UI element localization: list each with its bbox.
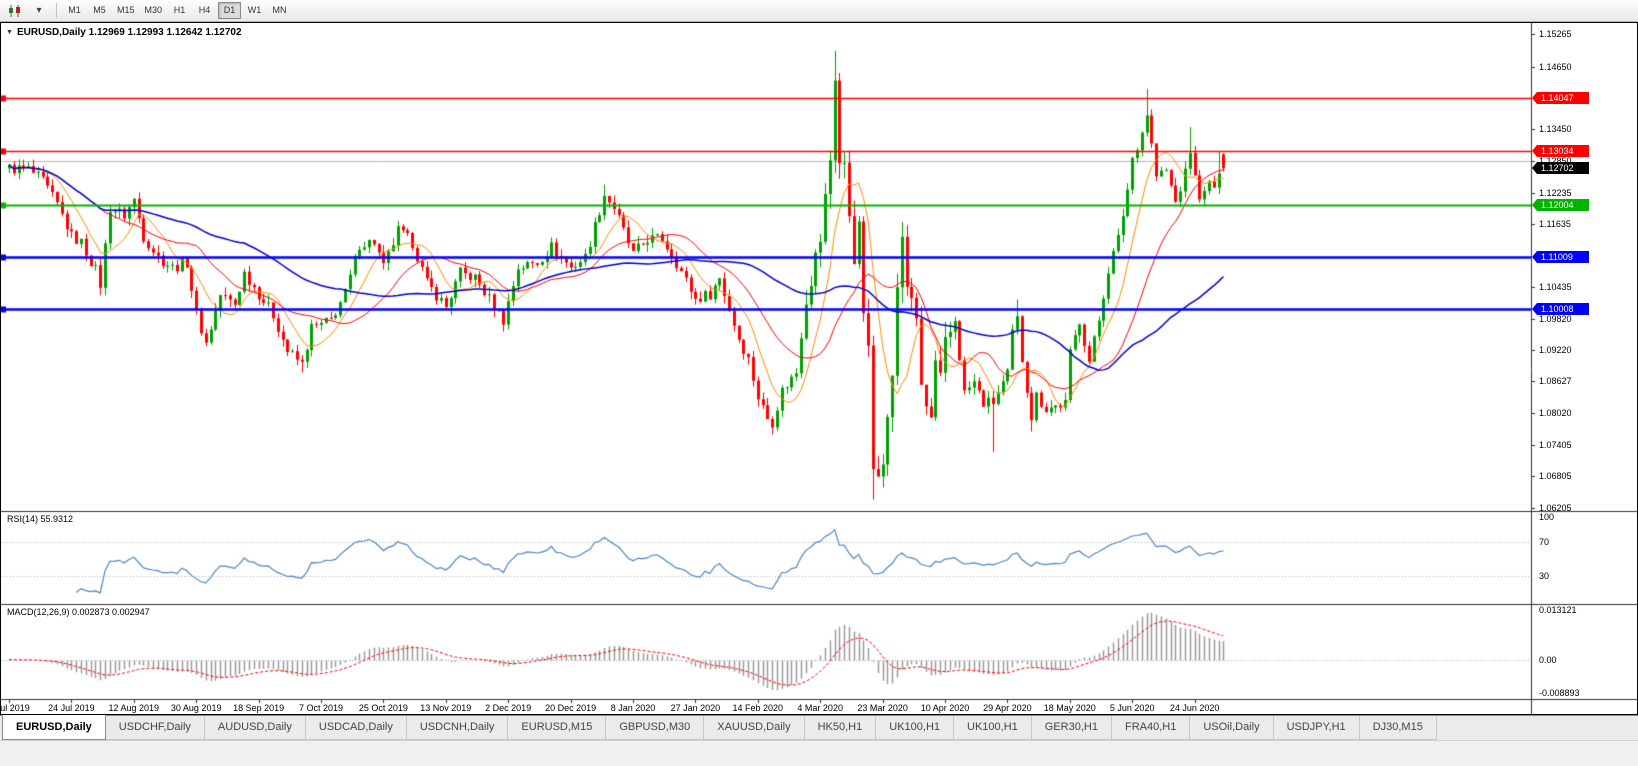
date-axis-label: 4 Mar 2020: [797, 703, 843, 713]
date-axis-label: 13 Nov 2019: [420, 703, 472, 713]
date-axis-label: 12 Aug 2019: [108, 703, 160, 713]
chart-tab-uk100-h1[interactable]: UK100,H1: [876, 716, 955, 740]
price-level-tag[interactable]: 1.13034: [1532, 144, 1589, 157]
date-axis-label: 14 Feb 2020: [732, 703, 784, 713]
chart-tab-fra40-h1[interactable]: FRA40,H1: [1111, 716, 1191, 740]
toolbar-separator: [56, 3, 57, 18]
price-axis-label: 1.08020: [1539, 407, 1572, 418]
date-axis-label: 24 Jun 2020: [1169, 703, 1220, 713]
candlestick-chart-icon-svg: [9, 4, 20, 17]
price-axis-label: 1.06205: [1539, 502, 1572, 513]
date-axis-label: 10 Apr 2020: [920, 703, 970, 713]
timeframe-button-mn[interactable]: MN: [272, 5, 287, 15]
price-level-tag[interactable]: 1.10008: [1532, 303, 1589, 316]
price-axis-label: 1.07405: [1539, 440, 1572, 450]
date-axis-label: 18 May 2020: [1043, 703, 1096, 713]
macd-indicator-label: MACD(12,26,9) 0.002873 0.002947: [7, 607, 150, 617]
chart-tab-xauusd-daily[interactable]: XAUUSD,Daily: [704, 716, 805, 740]
price-axis-label: 1.12850: [1539, 155, 1572, 166]
price-axis-label: 1.13450: [1539, 124, 1572, 135]
collapse-triangle-icon[interactable]: ▼: [6, 28, 13, 36]
date-axis-label: 5 Jul 2019: [0, 703, 30, 713]
macd-axis-label: 0.013121: [1539, 605, 1577, 615]
price-level-tag[interactable]: 1.11009: [1532, 250, 1589, 263]
date-axis-label: 7 Oct 2019: [298, 703, 344, 713]
price-tag-notch: [1532, 303, 1537, 316]
macd-axis-label: -0.008893: [1539, 688, 1580, 698]
top-toolbar: ▾ M1 M5 M15 M30 H1 H4 D1 W1 MN: [0, 0, 1638, 22]
timeframe-button-group: M1 M5 M15 M30 H1 H4 D1 W1 MN: [62, 2, 292, 19]
timeframe-button-d1[interactable]: D1: [218, 2, 242, 19]
chart-tab-usdchf-daily[interactable]: USDCHF,Daily: [105, 716, 205, 740]
price-tag-notch: [1532, 162, 1537, 175]
price-level-tag[interactable]: 1.14047: [1532, 92, 1589, 105]
rsi-indicator-label: RSI(14) 55.9312: [7, 514, 74, 524]
timeframe-button-w1[interactable]: W1: [247, 5, 262, 15]
rsi-axis-label: 100: [1539, 512, 1555, 522]
chart-tab-dj30-m15[interactable]: DJ30,M15: [1359, 716, 1437, 740]
price-axis-label: 1.09220: [1539, 345, 1572, 356]
date-axis-label: 2 Dec 2019: [485, 703, 532, 713]
price-tag-notch: [1532, 198, 1537, 211]
date-axis-label: 20 Dec 2019: [545, 703, 597, 713]
price-tag-notch: [1532, 144, 1537, 157]
rsi-axis-label: 30: [1539, 570, 1550, 581]
rsi-axis-label: 70: [1539, 537, 1550, 548]
price-axis-label: 1.15265: [1539, 29, 1572, 40]
price-tag-notch: [1532, 250, 1537, 263]
timeframe-button-m30[interactable]: M30: [144, 5, 163, 15]
date-axis-label: 24 Jul 2019: [48, 703, 95, 713]
chart-tab-usdcnh-daily[interactable]: USDCNH,Daily: [406, 716, 509, 740]
price-axis-label: 1.11635: [1539, 219, 1571, 230]
date-axis-label: 27 Jan 2020: [670, 703, 721, 713]
date-axis-label: 30 Aug 2019: [170, 703, 222, 713]
date-axis-label: 25 Oct 2019: [358, 703, 408, 713]
chart-dropdown-caret-icon[interactable]: ▾: [36, 5, 42, 16]
price-chart-canvas[interactable]: [1, 23, 1637, 714]
price-axis-label: 1.08627: [1539, 376, 1572, 387]
date-axis-label: 23 Mar 2020: [857, 703, 908, 713]
macd-axis-label: 0.00: [1539, 654, 1557, 665]
timeframe-button-m5[interactable]: M5: [93, 5, 106, 15]
chart-tab-ger30-h1[interactable]: GER30,H1: [1031, 716, 1112, 740]
chart-title: EURUSD,Daily 1.12969 1.12993 1.12642 1.1…: [16, 27, 242, 38]
chart-tab-gbpusd-m30[interactable]: GBPUSD,M30: [606, 716, 705, 740]
price-level-tag[interactable]: 1.12004: [1532, 198, 1589, 211]
price-level-tag[interactable]: 1.12702: [1532, 162, 1589, 175]
price-axis-label: 1.10435: [1539, 281, 1572, 292]
candlestick-chart-icon[interactable]: [4, 2, 26, 20]
chart-tab-eurusd-m15[interactable]: EURUSD,M15: [508, 716, 607, 740]
timeframe-button-m15[interactable]: M15: [117, 5, 135, 15]
status-bar: [0, 740, 1638, 766]
chart-title-row: ▼ EURUSD,Daily 1.12969 1.12993 1.12642 1…: [6, 27, 242, 38]
price-axis-label: 1.09820: [1539, 313, 1572, 324]
chart-tab-audusd-daily[interactable]: AUDUSD,Daily: [204, 716, 306, 740]
chart-window: ▼ EURUSD,Daily 1.12969 1.12993 1.12642 1…: [0, 22, 1638, 715]
price-axis-label: 1.12235: [1539, 187, 1572, 198]
timeframe-button-m1[interactable]: M1: [68, 5, 81, 15]
chart-tab-usdjpy-h1[interactable]: USDJPY,H1: [1273, 716, 1360, 740]
price-tag-notch: [1532, 92, 1537, 105]
timeframe-button-h4[interactable]: H4: [198, 5, 211, 15]
price-axis-label: 1.06805: [1539, 471, 1572, 482]
chart-tab-eurusd-daily[interactable]: EURUSD,Daily: [2, 715, 106, 740]
chart-tab-hk50-h1[interactable]: HK50,H1: [804, 716, 877, 740]
chart-tab-usdcad-daily[interactable]: USDCAD,Daily: [305, 716, 407, 740]
chart-tab-usoil-daily[interactable]: USOil,Daily: [1190, 716, 1274, 740]
date-axis-label: 18 Sep 2019: [233, 703, 285, 713]
date-axis-label: 5 Jun 2020: [1109, 703, 1155, 713]
timeframe-button-h1[interactable]: H1: [173, 5, 186, 15]
price-axis-label: 1.14650: [1539, 61, 1572, 72]
date-axis-label: 8 Jan 2020: [610, 703, 656, 713]
chart-tab-bar: EURUSD,Daily USDCHF,Daily AUDUSD,Daily USDC…: [0, 715, 1638, 740]
chart-tab-uk100-h1[interactable]: UK100,H1: [954, 716, 1032, 740]
date-axis-label: 29 Apr 2020: [983, 703, 1032, 713]
